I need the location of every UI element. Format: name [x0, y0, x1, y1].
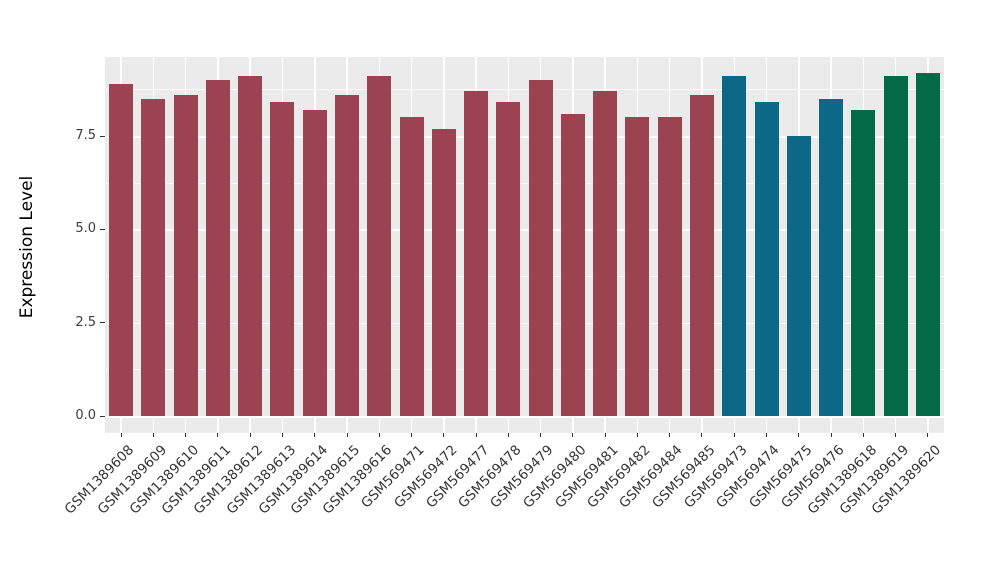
y-tick-mark: [100, 415, 105, 417]
bar-GSM569473: [722, 76, 747, 416]
x-tick-mark: [281, 433, 283, 437]
x-tick-mark: [862, 433, 864, 437]
x-tick-mark: [378, 433, 380, 437]
bar-GSM1389615: [335, 94, 360, 416]
bar-GSM569476: [819, 98, 844, 416]
y-tick-label: 5.0: [75, 221, 96, 237]
bar-GSM569484: [657, 117, 682, 416]
bar-GSM1389613: [270, 102, 295, 416]
x-tick-mark: [830, 433, 832, 437]
y-tick-mark: [100, 228, 105, 230]
bar-GSM1389618: [851, 109, 876, 416]
bar-GSM569485: [689, 94, 714, 416]
x-tick-mark: [217, 433, 219, 437]
x-tick-mark: [540, 433, 542, 437]
x-tick-mark: [314, 433, 316, 437]
x-tick-mark: [443, 433, 445, 437]
y-tick-label: 7.5: [75, 128, 96, 144]
x-tick-mark: [152, 433, 154, 437]
x-tick-mark: [604, 433, 606, 437]
x-tick-mark: [120, 433, 122, 437]
bar-GSM1389608: [109, 83, 134, 416]
gridline-minor: [105, 89, 944, 91]
bar-GSM1389620: [915, 72, 940, 416]
y-axis-title: Expression Level: [17, 175, 37, 319]
x-tick-mark: [927, 433, 929, 437]
x-tick-mark: [475, 433, 477, 437]
gridline-major: [105, 416, 944, 418]
x-tick-mark: [249, 433, 251, 437]
x-tick-mark: [895, 433, 897, 437]
bar-GSM569475: [786, 136, 811, 416]
bar-GSM569477: [464, 91, 489, 416]
x-tick-mark: [798, 433, 800, 437]
y-tick-label: 2.5: [75, 314, 96, 330]
bar-GSM569471: [399, 117, 424, 416]
bar-GSM1389610: [173, 94, 198, 416]
bar-GSM569474: [754, 102, 779, 416]
x-tick-mark: [507, 433, 509, 437]
bar-GSM569481: [593, 91, 618, 416]
x-tick-mark: [346, 433, 348, 437]
x-tick-mark: [669, 433, 671, 437]
bar-GSM569479: [528, 80, 553, 416]
bar-GSM1389616: [367, 76, 392, 416]
bar-GSM569482: [625, 117, 650, 416]
gridline-major: [105, 136, 944, 138]
x-tick-mark: [766, 433, 768, 437]
x-tick-mark: [185, 433, 187, 437]
bar-GSM1389609: [141, 98, 166, 416]
y-tick-mark: [100, 135, 105, 137]
gridline-major: [105, 229, 944, 231]
gridline-major: [105, 322, 944, 325]
bar-GSM1389614: [302, 109, 327, 416]
x-tick-mark: [733, 433, 735, 437]
x-tick-mark: [572, 433, 574, 437]
x-tick-mark: [411, 433, 413, 437]
bar-GSM569472: [431, 128, 456, 416]
bar-GSM569480: [560, 113, 585, 416]
bar-GSM1389612: [238, 76, 263, 416]
gridline-minor: [105, 182, 944, 184]
gridline-minor: [105, 369, 944, 371]
bar-GSM569478: [496, 102, 521, 416]
bar-GSM1389611: [205, 80, 230, 416]
y-tick-label: 0.0: [75, 408, 96, 423]
x-tick-mark: [636, 433, 638, 437]
bar-GSM1389619: [883, 76, 908, 416]
plot-panel: [105, 57, 944, 433]
x-tick-mark: [701, 433, 703, 437]
gridline-minor: [105, 276, 944, 277]
y-tick-mark: [100, 322, 105, 324]
